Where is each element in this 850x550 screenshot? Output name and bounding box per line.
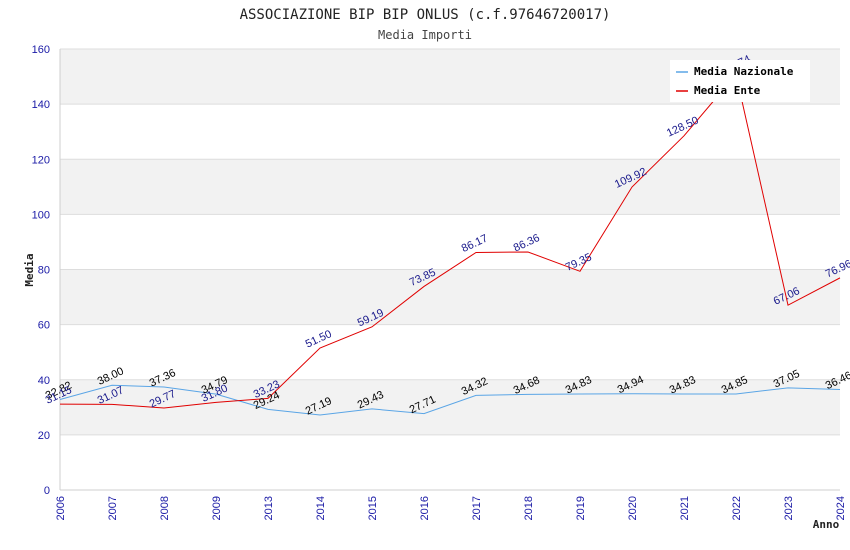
y-tick-label: 160 — [32, 44, 50, 56]
x-tick-label: 2021 — [679, 496, 691, 520]
series-line-media-nazionale — [59, 384, 841, 416]
x-tick-label: 2022 — [731, 496, 743, 520]
plot-bands — [60, 49, 840, 435]
y-tick-label: 40 — [38, 375, 50, 387]
x-tick-label: 2013 — [263, 496, 275, 520]
plot-band — [60, 269, 840, 325]
x-tick-label: 2024 — [835, 496, 847, 520]
chart-title: ASSOCIAZIONE BIP BIP ONLUS (c.f.97646720… — [240, 7, 611, 23]
data-label: 86.17 — [460, 233, 490, 256]
x-tick-label: 2008 — [159, 496, 171, 520]
plot-band — [60, 159, 840, 215]
y-tick-label: 20 — [38, 430, 50, 442]
legend: Media Nazionale Media Ente — [670, 60, 810, 102]
y-tick-label: 60 — [38, 320, 50, 332]
legend-label-media-nazionale: Media Nazionale — [694, 65, 794, 78]
data-label: 51.50 — [304, 328, 334, 351]
x-axis-ticks: 2006 2007 2008 2009 2013 2014 2015 2016 2017 2018… — [55, 496, 847, 520]
chart-subtitle: Media Importi — [378, 28, 472, 42]
y-tick-label: 80 — [38, 265, 50, 277]
x-tick-label: 2014 — [315, 496, 327, 520]
y-tick-label: 0 — [44, 485, 50, 497]
y-axis-ticks: 0 20 40 60 80 100 120 140 160 — [32, 44, 50, 497]
data-label: 86.36 — [512, 232, 542, 255]
y-tick-label: 140 — [32, 99, 50, 111]
series-group — [59, 73, 841, 416]
series-line-media-ente — [59, 73, 841, 409]
x-tick-label: 2017 — [471, 496, 483, 520]
x-tick-label: 2016 — [419, 496, 431, 520]
x-tick-label: 2023 — [783, 496, 795, 520]
x-tick-label: 2019 — [575, 496, 587, 520]
y-axis-label: Media — [23, 253, 36, 286]
x-tick-label: 2006 — [55, 496, 67, 520]
legend-box — [670, 60, 810, 102]
x-tick-label: 2009 — [211, 496, 223, 520]
y-tick-label: 120 — [32, 154, 50, 166]
data-label: 128.50 — [665, 115, 701, 140]
x-tick-label: 2020 — [627, 496, 639, 520]
legend-label-media-ente: Media Ente — [694, 84, 761, 97]
y-tick-label: 100 — [32, 209, 50, 221]
plot-band — [60, 379, 840, 435]
x-tick-label: 2018 — [523, 496, 535, 520]
x-tick-label: 2007 — [107, 496, 119, 520]
x-axis-label: Anno — [813, 518, 840, 531]
x-tick-label: 2015 — [367, 496, 379, 520]
